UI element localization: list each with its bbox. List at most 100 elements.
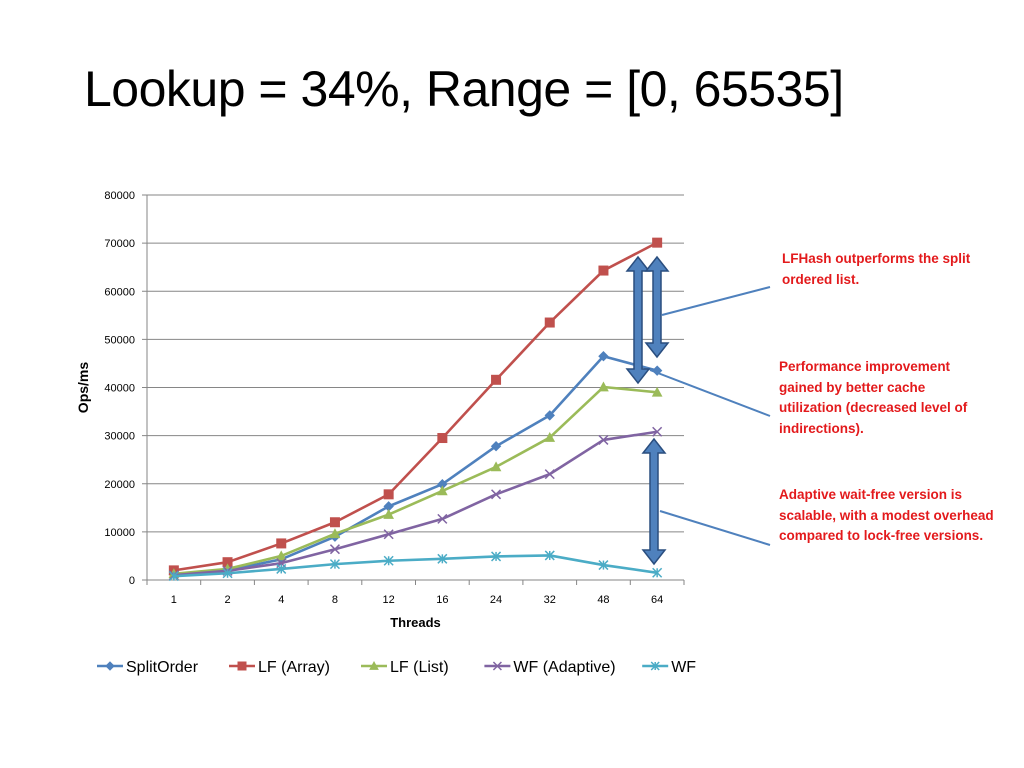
marker-x — [329, 544, 340, 555]
chart-legend: SplitOrder LF (Array) LF (List) WF (Adaptiv… — [97, 659, 696, 676]
x-tick-label: 32 — [544, 594, 556, 606]
legend-label: SplitOrder — [126, 659, 199, 676]
annotation-callouts — [625, 255, 771, 566]
callout-line-adaptive — [659, 510, 771, 546]
chart-series — [168, 237, 663, 582]
marker-x — [598, 434, 609, 445]
marker-triangle — [544, 431, 556, 442]
marker-stroke — [544, 469, 555, 480]
marker-diamond — [490, 441, 502, 452]
marker-square — [329, 517, 340, 528]
y-tick-label: 20000 — [104, 479, 135, 491]
x-tick-label: 8 — [332, 594, 338, 606]
marker-star — [491, 551, 502, 562]
legend-label: WF (Adaptive) — [513, 659, 615, 676]
y-tick-label: 50000 — [104, 334, 135, 346]
x-tick-label: 1 — [171, 594, 177, 606]
legend-item: WF — [642, 659, 696, 676]
marker-star — [650, 661, 660, 671]
marker-x — [652, 426, 663, 437]
legend-label: WF — [671, 659, 696, 676]
annotation-cache: Performance improvement gained by better… — [779, 359, 968, 436]
double-arrow-adaptive — [641, 437, 667, 566]
x-axis-title: Threads — [390, 615, 441, 630]
marker-x — [437, 513, 448, 524]
y-tick-label: 40000 — [104, 383, 135, 395]
marker-triangle — [275, 550, 287, 561]
callout-line-cache — [649, 369, 771, 417]
marker-x — [491, 489, 502, 500]
y-axis-title: Ops/ms — [75, 362, 91, 414]
x-tick-label: 12 — [383, 594, 395, 606]
marker-diamond — [105, 661, 115, 671]
marker-square — [383, 489, 394, 500]
x-tick-label: 64 — [651, 594, 663, 606]
marker-square — [544, 317, 555, 328]
x-tick-label: 2 — [224, 594, 230, 606]
marker-stroke — [437, 513, 448, 524]
marker-triangle — [437, 485, 448, 496]
legend-label: LF (Array) — [258, 659, 330, 676]
marker-stroke — [652, 426, 663, 437]
marker-square — [276, 538, 287, 549]
annotation-adaptive: Adaptive wait-free version is scalable, … — [779, 487, 994, 543]
callout-line-lfhash — [661, 286, 771, 316]
marker-stroke — [329, 544, 340, 555]
series-line — [173, 430, 658, 577]
x-tick-label: 16 — [436, 594, 448, 606]
marker-diamond — [598, 351, 609, 362]
series-wf — [168, 550, 663, 582]
gridlines — [147, 194, 684, 533]
chart-axes: 0 10000 20000 30000 40000 50000 60000 70000 8000… — [75, 190, 685, 630]
marker-star — [652, 567, 663, 578]
marker-star — [437, 553, 448, 564]
marker-triangle — [383, 508, 394, 519]
marker-square — [598, 265, 609, 276]
x-tick-label: 4 — [278, 594, 284, 606]
marker-stroke — [491, 489, 502, 500]
series-line — [173, 354, 658, 576]
series-lf-list — [168, 381, 663, 579]
legend-item: LF (List) — [361, 659, 449, 676]
y-tick-label: 60000 — [104, 286, 135, 298]
y-tick-label: 30000 — [104, 431, 135, 443]
marker-star — [222, 568, 233, 579]
marker-x — [544, 469, 555, 480]
marker-star — [168, 571, 179, 582]
double-arrow-lfhash — [644, 255, 670, 359]
marker-triangle — [369, 660, 379, 670]
marker-x — [383, 529, 394, 540]
double-arrow-cache — [625, 255, 651, 385]
marker-square — [437, 433, 448, 444]
marker-triangle — [651, 386, 663, 397]
marker-square — [652, 237, 663, 248]
series-wf-adaptive — [168, 426, 663, 581]
marker-star — [276, 563, 287, 574]
y-tick-label: 10000 — [104, 527, 135, 539]
legend-item: SplitOrder — [97, 659, 199, 676]
series-line — [173, 241, 658, 572]
marker-star — [544, 550, 555, 561]
marker-stroke — [383, 529, 394, 540]
marker-stroke — [492, 661, 502, 671]
marker-star — [383, 555, 394, 566]
series-line — [173, 385, 658, 576]
y-tick-label: 70000 — [104, 238, 135, 250]
legend-item: LF (Array) — [229, 659, 330, 676]
marker-stroke — [598, 434, 609, 445]
annotation-lfhash: LFHash outperforms the split ordered lis… — [782, 251, 971, 287]
marker-x — [492, 661, 502, 671]
legend-label: LF (List) — [390, 659, 449, 676]
slide-title: Lookup = 34%, Range = [0, 65535] — [84, 61, 844, 117]
x-tick-label: 48 — [597, 594, 609, 606]
legend-item: WF (Adaptive) — [484, 659, 616, 676]
marker-triangle — [329, 528, 341, 539]
series-line — [173, 554, 658, 578]
x-tick-label: 24 — [490, 594, 502, 606]
marker-triangle — [598, 381, 609, 392]
marker-triangle — [490, 461, 502, 472]
y-tick-label: 80000 — [104, 190, 135, 202]
marker-diamond — [544, 410, 555, 421]
marker-star — [329, 559, 340, 570]
